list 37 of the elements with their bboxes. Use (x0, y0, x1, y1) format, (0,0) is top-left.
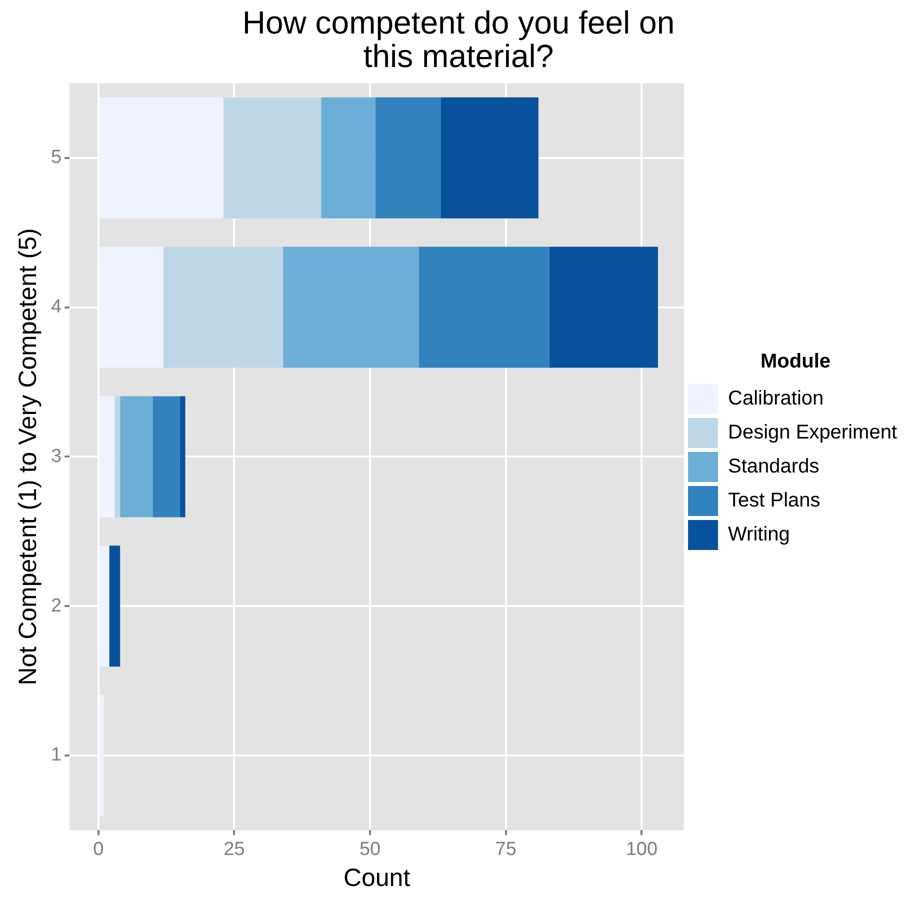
legend-title: Module (760, 350, 831, 373)
bar (283, 246, 419, 368)
x-tick-label: 25 (224, 838, 245, 860)
x-tick-label: 0 (93, 838, 104, 860)
bar (120, 396, 153, 518)
bar (223, 97, 322, 218)
x-tick-label: 100 (626, 838, 658, 860)
y-tick-label: 2 (50, 595, 62, 616)
bar (99, 396, 115, 518)
x-tick-label: 50 (359, 838, 381, 860)
y-tick-label: 4 (50, 296, 62, 318)
x-axis-title: Count (343, 864, 410, 892)
bar (164, 246, 284, 368)
y-tick-label: 5 (50, 147, 62, 168)
bar (99, 546, 110, 667)
legend-label: Writing (728, 524, 790, 546)
bar (109, 546, 120, 667)
y-tick-label: 1 (50, 744, 62, 766)
bar (99, 97, 224, 218)
legend-label: Design Experiment (728, 422, 898, 444)
legend-label: Standards (728, 456, 820, 478)
bar (549, 246, 658, 368)
legend-label: Test Plans (728, 490, 820, 512)
bar (114, 396, 120, 518)
bar (99, 694, 104, 816)
bar (99, 246, 164, 368)
chart-title: How competent do you feel on this material? (242, 4, 675, 74)
y-axis-title: Not Competent (1) to Very Competent (5) (14, 228, 42, 686)
x-tick-label: 75 (495, 838, 516, 860)
y-tick-label: 3 (50, 446, 62, 467)
bar (440, 97, 538, 218)
bar (152, 396, 180, 518)
bar (321, 97, 376, 218)
bar (375, 97, 441, 218)
bar (418, 246, 550, 368)
legend-label: Calibration (728, 388, 824, 410)
bar (180, 396, 186, 518)
